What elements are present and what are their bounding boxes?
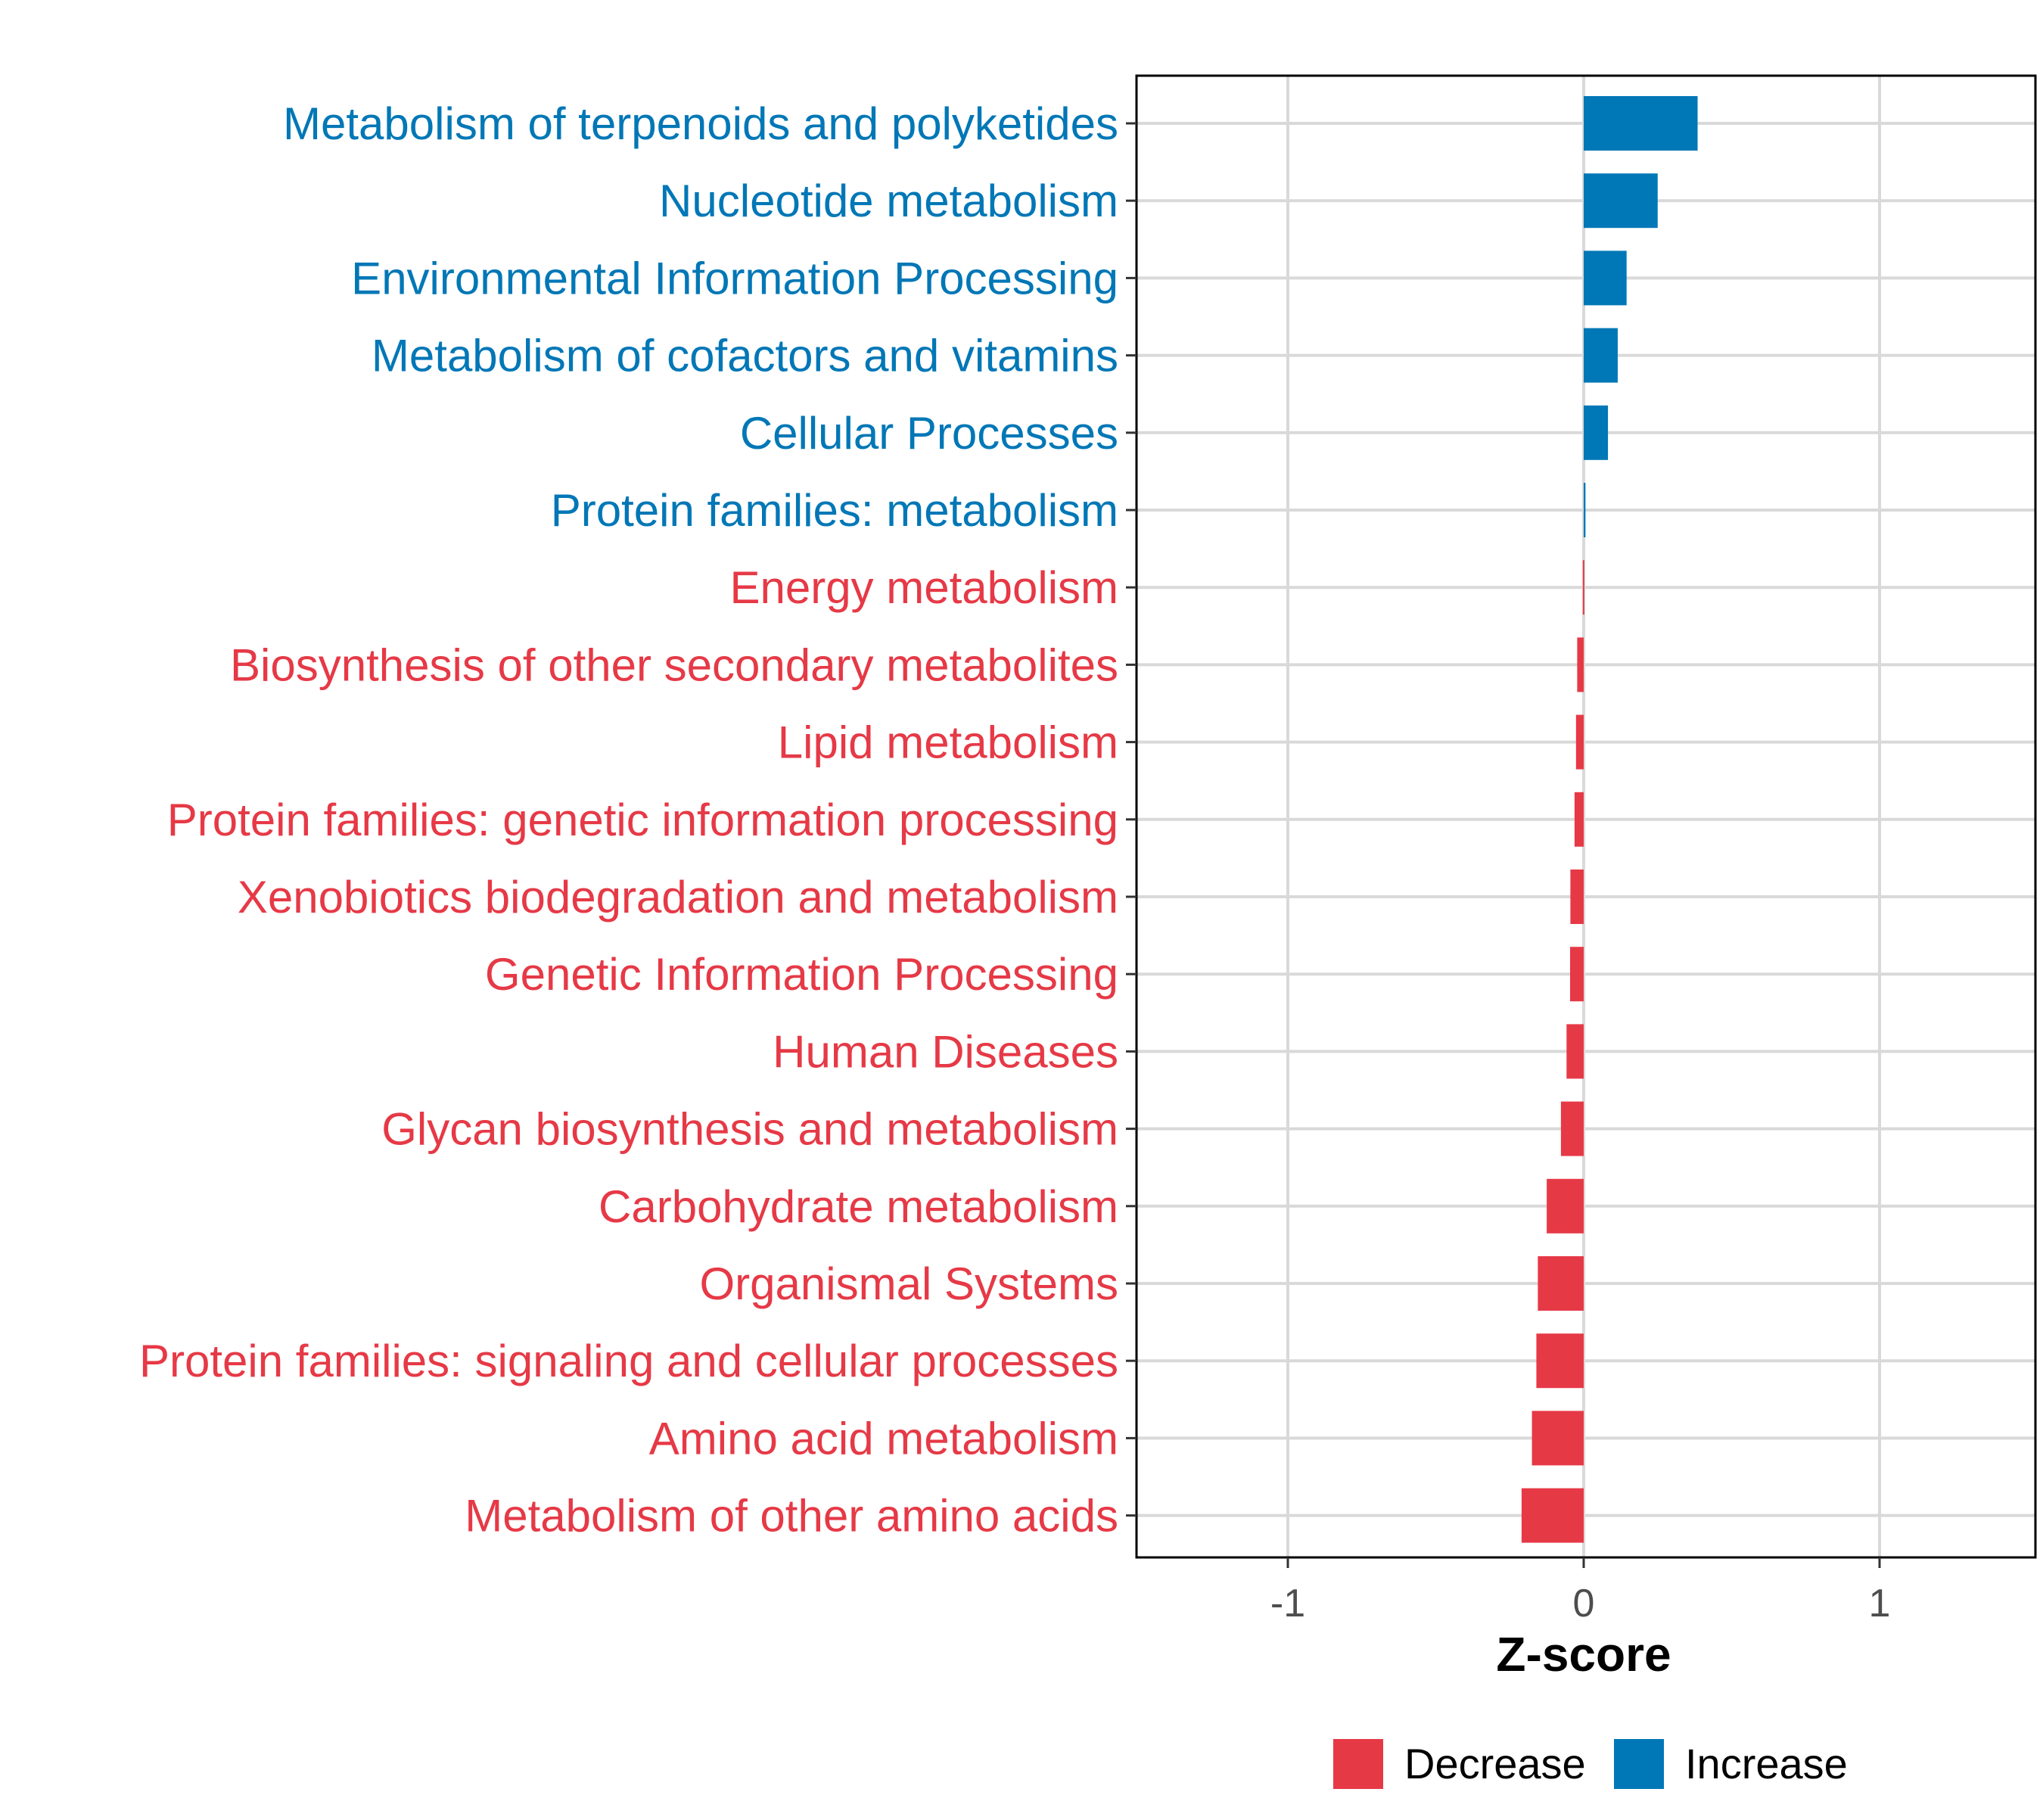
bar: [1584, 173, 1658, 229]
bar: [1582, 560, 1584, 615]
bar: [1547, 1178, 1584, 1234]
y-category-label: Carbohydrate metabolism: [599, 1181, 1118, 1232]
bar: [1566, 1024, 1584, 1079]
y-category-label: Amino acid metabolism: [649, 1413, 1118, 1464]
x-tick-label: -1: [1270, 1582, 1305, 1626]
bar: [1584, 483, 1586, 537]
y-category-label: Organismal Systems: [700, 1258, 1118, 1309]
y-axis-category-labels: Metabolism of terpenoids and polyketides…: [139, 98, 1118, 1542]
y-category-label: Human Diseases: [773, 1026, 1118, 1077]
y-category-label: Xenobiotics biodegradation and metabolis…: [238, 872, 1118, 922]
bar: [1536, 1333, 1584, 1389]
y-category-label: Glycan biosynthesis and metabolism: [381, 1104, 1118, 1155]
bar: [1575, 714, 1584, 770]
y-category-label: Protein families: signaling and cellular…: [139, 1336, 1118, 1386]
y-category-label: Protein families: metabolism: [551, 485, 1118, 536]
legend-key-decrease: [1333, 1739, 1383, 1789]
x-axis-ticks: -1 0 1: [1270, 1557, 1891, 1626]
y-category-label: Protein families: genetic information pr…: [167, 795, 1118, 845]
bar: [1538, 1256, 1584, 1311]
x-tick-label: 0: [1573, 1582, 1595, 1626]
bar: [1570, 870, 1584, 924]
bar: [1531, 1411, 1584, 1466]
y-category-label: Nucleotide metabolism: [659, 176, 1118, 226]
bar: [1584, 405, 1609, 460]
x-tick-label: 1: [1869, 1582, 1891, 1626]
bars: [1521, 96, 1698, 1543]
bar: [1560, 1101, 1584, 1156]
y-axis-ticks: [1126, 122, 1137, 1517]
bar: [1584, 96, 1698, 151]
legend-label-increase: Increase: [1685, 1740, 1848, 1787]
y-category-label: Metabolism of cofactors and vitamins: [372, 331, 1118, 381]
y-category-label: Energy metabolism: [729, 562, 1118, 613]
legend: Decrease Increase: [1333, 1739, 1848, 1789]
y-category-label: Metabolism of terpenoids and polyketides: [283, 98, 1118, 149]
y-category-label: Metabolism of other amino acids: [465, 1491, 1118, 1542]
bar: [1584, 328, 1618, 383]
y-category-label: Lipid metabolism: [778, 717, 1118, 768]
legend-label-decrease: Decrease: [1404, 1740, 1586, 1787]
y-category-label: Cellular Processes: [740, 408, 1118, 459]
legend-key-increase: [1614, 1739, 1664, 1789]
bar: [1521, 1488, 1584, 1543]
bar: [1584, 250, 1627, 306]
plot-panel-border: [1135, 74, 2037, 1559]
y-category-label: Genetic Information Processing: [485, 949, 1118, 1000]
grid-lines: [1137, 76, 2035, 1557]
x-axis-title: Z-score: [1496, 1627, 1671, 1682]
y-category-label: Environmental Information Processing: [351, 253, 1118, 303]
bar: [1574, 792, 1584, 847]
bar: [1577, 637, 1584, 692]
bar: [1570, 947, 1584, 1002]
y-category-label: Biosynthesis of other secondary metaboli…: [230, 639, 1118, 690]
